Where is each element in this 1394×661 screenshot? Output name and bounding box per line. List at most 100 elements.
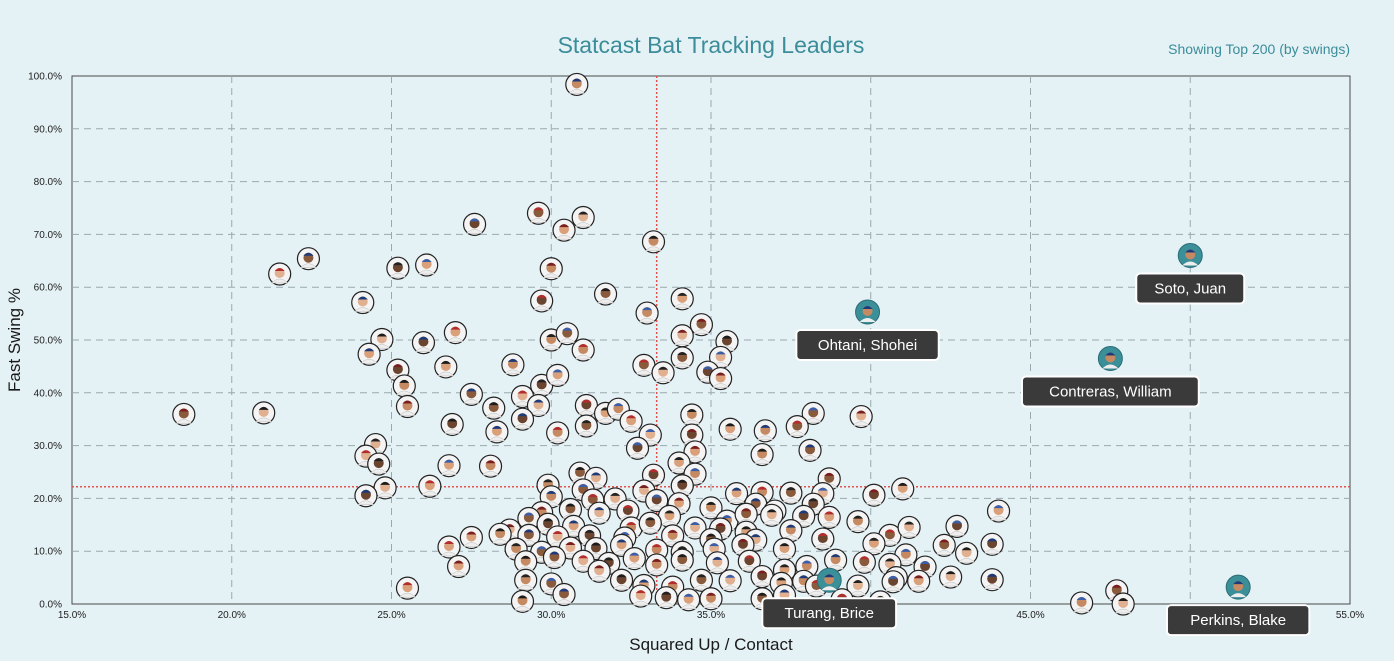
player-cap [453,560,464,564]
player-cap [696,318,707,322]
player-point [411,331,436,355]
x-tick-label: 20.0% [218,610,246,621]
player-cap [862,306,873,310]
player-cap [677,351,688,355]
player-name-label: Contreras, William [1049,383,1172,400]
player-cap [945,571,956,575]
player-cap [552,530,563,534]
player-cap [536,546,547,550]
x-tick-label: 15.0% [58,610,86,621]
player-point [587,559,611,583]
player-point [772,537,797,561]
player-point [539,257,563,281]
player-jersey [488,436,506,442]
player-cap [674,497,685,501]
player-point [546,363,570,387]
player-cap [785,487,796,491]
player-cap [868,489,879,493]
player-cap [690,468,701,472]
player-cap [805,444,816,448]
player-jersey [568,89,586,94]
player-point [296,247,321,271]
player-cap [590,472,601,476]
x-tick-label: 25.0% [377,610,405,621]
player-name-label: Perkins, Blake [1190,612,1286,629]
x-tick-label: 35.0% [697,610,725,621]
y-tick-label: 20.0% [34,494,62,505]
player-cap [552,369,563,373]
y-tick-label: 0.0% [39,600,62,611]
player-cap [779,543,790,547]
player-cap [642,307,653,311]
player-point [980,532,1004,556]
player-point [571,205,595,230]
player-cap [725,423,736,427]
player-point [897,515,921,540]
player-jersey [545,562,564,567]
y-axis-ticks: 0.0% 10.0% 20.0% 30.0% 40.0% 50.0% 60.0% 70.0% 8… [28,72,62,611]
player-cap [987,573,998,577]
player-cap [258,406,269,410]
player-cap [961,547,972,551]
player-jersey [753,459,771,464]
player-cap [626,415,637,419]
player-cap [690,521,701,525]
player-jersey [935,550,953,555]
x-tick-label: 55.0% [1336,610,1364,621]
player-cap [613,403,624,407]
player-point [357,342,381,366]
player-cap [737,538,748,542]
player-name-label-box [1165,604,1311,637]
player-jersey [389,272,407,278]
player-point [667,451,691,475]
player-point [641,230,666,254]
player-cap [824,472,835,476]
player-point [546,421,570,445]
player-point [638,511,662,535]
player-jersey [763,520,781,525]
player-cap [376,333,387,337]
player-point [629,584,653,608]
player-jersey [370,468,388,474]
player-name-label-box [761,597,898,630]
player-cap [744,555,755,559]
player-cap [715,523,726,527]
player-cap [632,442,643,446]
y-tick-label: 10.0% [34,547,62,558]
y-axis-label: Fast Swing % [5,288,24,392]
player-jersey [673,362,691,368]
player-point [980,568,1004,592]
player-jersey [418,269,436,275]
player-point [718,569,742,593]
player-cap [447,418,458,422]
player-cap [913,575,924,579]
player-jersey [900,532,918,537]
player-point [619,409,643,433]
y-tick-label: 90.0% [34,124,62,135]
player-point [587,501,611,525]
player-cap [581,399,592,403]
player-jersey [414,347,433,352]
player-cap [706,501,716,505]
player-point [645,553,669,577]
player-jersey [989,515,1008,521]
player-point [785,414,809,439]
player-cap [629,552,640,556]
player-jersey [849,526,867,531]
player-point [945,514,969,538]
player-point [705,551,729,575]
player-cap [536,506,547,510]
player-jersey [1230,593,1247,598]
player-cap [616,539,627,543]
player-point [443,321,467,345]
player-jersey [942,581,960,587]
player-jersey [529,218,548,223]
player-jersey [821,586,838,591]
player-cap [741,526,752,530]
player-cap [546,262,557,266]
player-jersey [807,590,826,596]
player-cap [488,402,499,406]
player-jersey [590,576,608,581]
player-point [565,72,589,97]
player-point [354,484,378,508]
